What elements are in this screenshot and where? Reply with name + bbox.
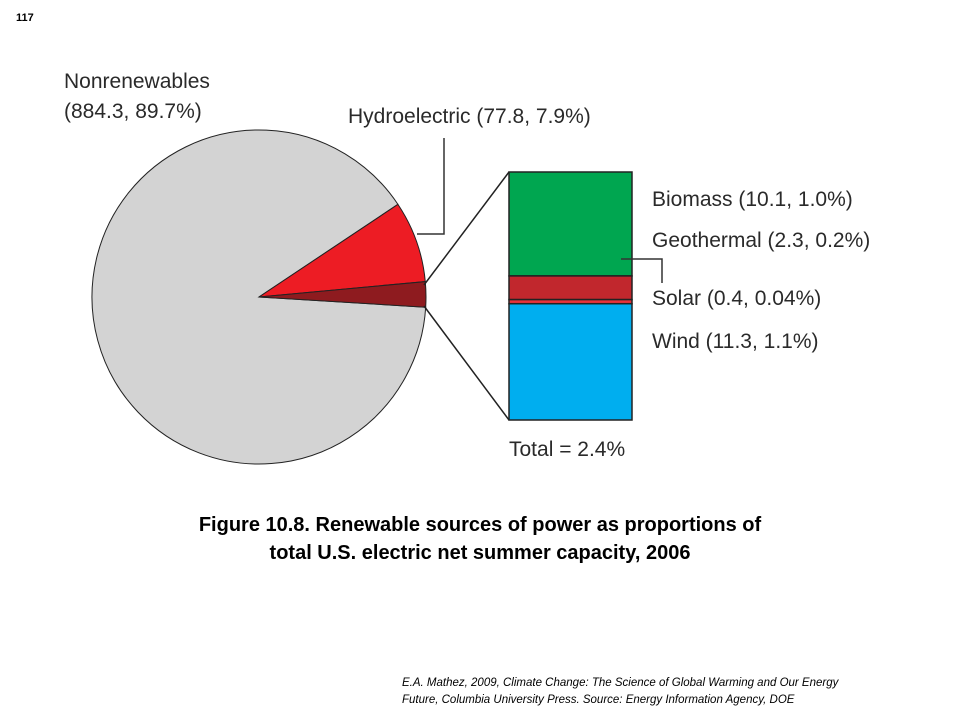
label-biomass: Biomass (10.1, 1.0%) [652, 188, 853, 211]
bar-segment-biomass [508, 171, 633, 277]
figure-caption: Figure 10.8. Renewable sources of power … [0, 511, 960, 567]
label-hydroelectric: Hydroelectric (77.8, 7.9%) [348, 105, 591, 128]
hydro-leader-line [417, 138, 445, 235]
page-number: 117 [16, 12, 34, 24]
citation-line-2: Future, Columbia University Press. Sourc… [402, 694, 795, 706]
zoom-line-top [423, 171, 510, 286]
label-nonrenewables: Nonrenewables [64, 70, 210, 93]
pie-chart: Nonrenewables (884.3, 89.7%) Hydroelectr… [64, 70, 870, 465]
zoom-line-bottom [423, 305, 510, 421]
citation-line-1: E.A. Mathez, 2009, Climate Change: The S… [402, 677, 839, 689]
caption-line-2: total U.S. electric net summer capacity,… [269, 542, 691, 564]
label-geothermal: Geothermal (2.3, 0.2%) [652, 229, 870, 252]
source-citation: E.A. Mathez, 2009, Climate Change: The S… [402, 675, 942, 709]
label-solar: Solar (0.4, 0.04%) [652, 287, 821, 310]
label-total: Total = 2.4% [509, 438, 625, 461]
breakdown-bar [508, 171, 633, 421]
caption-line-1: Figure 10.8. Renewable sources of power … [198, 514, 762, 536]
label-wind: Wind (11.3, 1.1%) [652, 330, 819, 353]
solar-leader-line [621, 258, 663, 283]
bar-segment-wind [508, 302, 633, 421]
label-nonrenewables-values: (884.3, 89.7%) [64, 100, 202, 123]
pie-slice-nonrenewables [91, 129, 427, 465]
bar-segment-geothermal [508, 275, 633, 301]
